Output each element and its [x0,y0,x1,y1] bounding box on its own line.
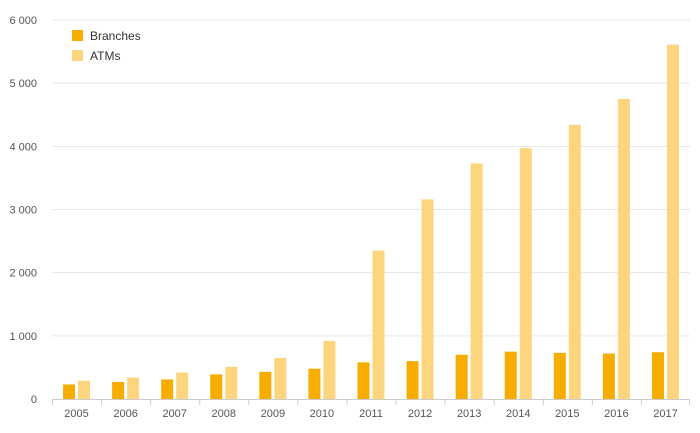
y-tick-label: 0 [31,394,37,406]
x-tick-label: 2010 [310,408,334,420]
y-tick-label: 3 000 [9,205,37,217]
y-tick-label: 2 000 [9,268,37,280]
x-tick-label: 2013 [457,408,481,420]
bar-atms-2015 [568,124,581,400]
bar-atms-2006 [127,377,140,399]
x-tick-label: 2007 [162,408,186,420]
x-tick-label: 2009 [261,408,285,420]
x-tick-label: 2005 [64,408,88,420]
legend-swatch-branches [72,30,83,41]
bar-branches-2006 [112,381,125,399]
bar-atms-2007 [176,372,189,399]
bar-atms-2008 [225,366,238,399]
x-tick-label: 2011 [359,408,383,420]
bar-branches-2005 [63,384,76,399]
x-tick-label: 2012 [408,408,432,420]
x-tick-label: 2006 [113,408,137,420]
bar-branches-2011 [357,362,370,399]
bar-atms-2010 [323,340,336,399]
bar-branches-2012 [406,361,419,399]
bar-atms-2014 [519,148,532,399]
y-tick-label: 5 000 [9,78,37,90]
gridlines [52,19,690,337]
bar-atms-2005 [78,380,91,399]
bar-atms-2011 [372,250,385,399]
x-tick-label: 2016 [604,408,628,420]
bar-branches-2016 [602,353,615,399]
legend: Branches ATMs [72,29,141,63]
legend-label-atms: ATMs [90,49,120,63]
bar-branches-2009 [259,371,272,399]
bar-branches-2010 [308,368,321,399]
bar-atms-2017 [666,44,679,399]
bar-branches-2017 [651,352,664,399]
y-tick-label: 6 000 [9,15,37,27]
bar-atms-2013 [470,163,483,399]
bar-branches-2007 [161,379,174,399]
x-tick-label: 2015 [555,408,579,420]
bar-atms-2009 [274,357,287,399]
bar-branches-2008 [210,374,223,399]
y-axis: 0 1 000 2 000 3 000 4 000 5 000 6 000 [9,15,37,406]
legend-swatch-atms [72,50,83,61]
x-tick-label: 2014 [506,408,530,420]
bar-branches-2014 [504,351,517,399]
bar-branches-2015 [553,352,566,399]
bar-atms-2016 [617,98,630,399]
y-tick-label: 1 000 [9,331,37,343]
bars [63,44,679,400]
x-tick-label: 2008 [212,408,236,420]
x-tick-label: 2017 [653,408,677,420]
x-axis: 2005 2006 2007 2008 2009 2010 2011 2012 2013 2014… [52,399,690,420]
bar-branches-2013 [455,354,468,399]
bar-atms-2012 [421,199,434,399]
y-tick-label: 4 000 [9,141,37,153]
legend-label-branches: Branches [90,29,141,43]
